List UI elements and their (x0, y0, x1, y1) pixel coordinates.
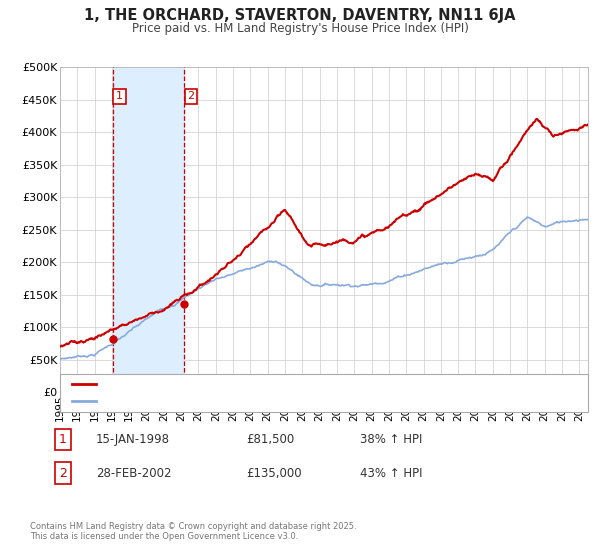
Text: 38% ↑ HPI: 38% ↑ HPI (360, 433, 422, 446)
Bar (113, 67, 184, 392)
Text: 1: 1 (116, 91, 123, 101)
Text: HPI: Average price, semi-detached house, West Northamptonshire: HPI: Average price, semi-detached house,… (102, 396, 448, 406)
Text: Price paid vs. HM Land Registry's House Price Index (HPI): Price paid vs. HM Land Registry's House … (131, 22, 469, 35)
Text: 43% ↑ HPI: 43% ↑ HPI (360, 466, 422, 480)
Text: 2: 2 (59, 466, 67, 480)
Text: 2: 2 (187, 91, 194, 101)
Text: 15-JAN-1998: 15-JAN-1998 (96, 433, 170, 446)
Text: Contains HM Land Registry data © Crown copyright and database right 2025.
This d: Contains HM Land Registry data © Crown c… (30, 522, 356, 542)
Text: 1, THE ORCHARD, STAVERTON, DAVENTRY, NN11 6JA: 1, THE ORCHARD, STAVERTON, DAVENTRY, NN1… (84, 8, 516, 24)
Text: 1, THE ORCHARD, STAVERTON, DAVENTRY, NN11 6JA (semi-detached house): 1, THE ORCHARD, STAVERTON, DAVENTRY, NN1… (102, 379, 499, 389)
Text: £135,000: £135,000 (246, 466, 302, 480)
Text: 1: 1 (59, 433, 67, 446)
Text: £81,500: £81,500 (246, 433, 294, 446)
Text: 28-FEB-2002: 28-FEB-2002 (96, 466, 172, 480)
